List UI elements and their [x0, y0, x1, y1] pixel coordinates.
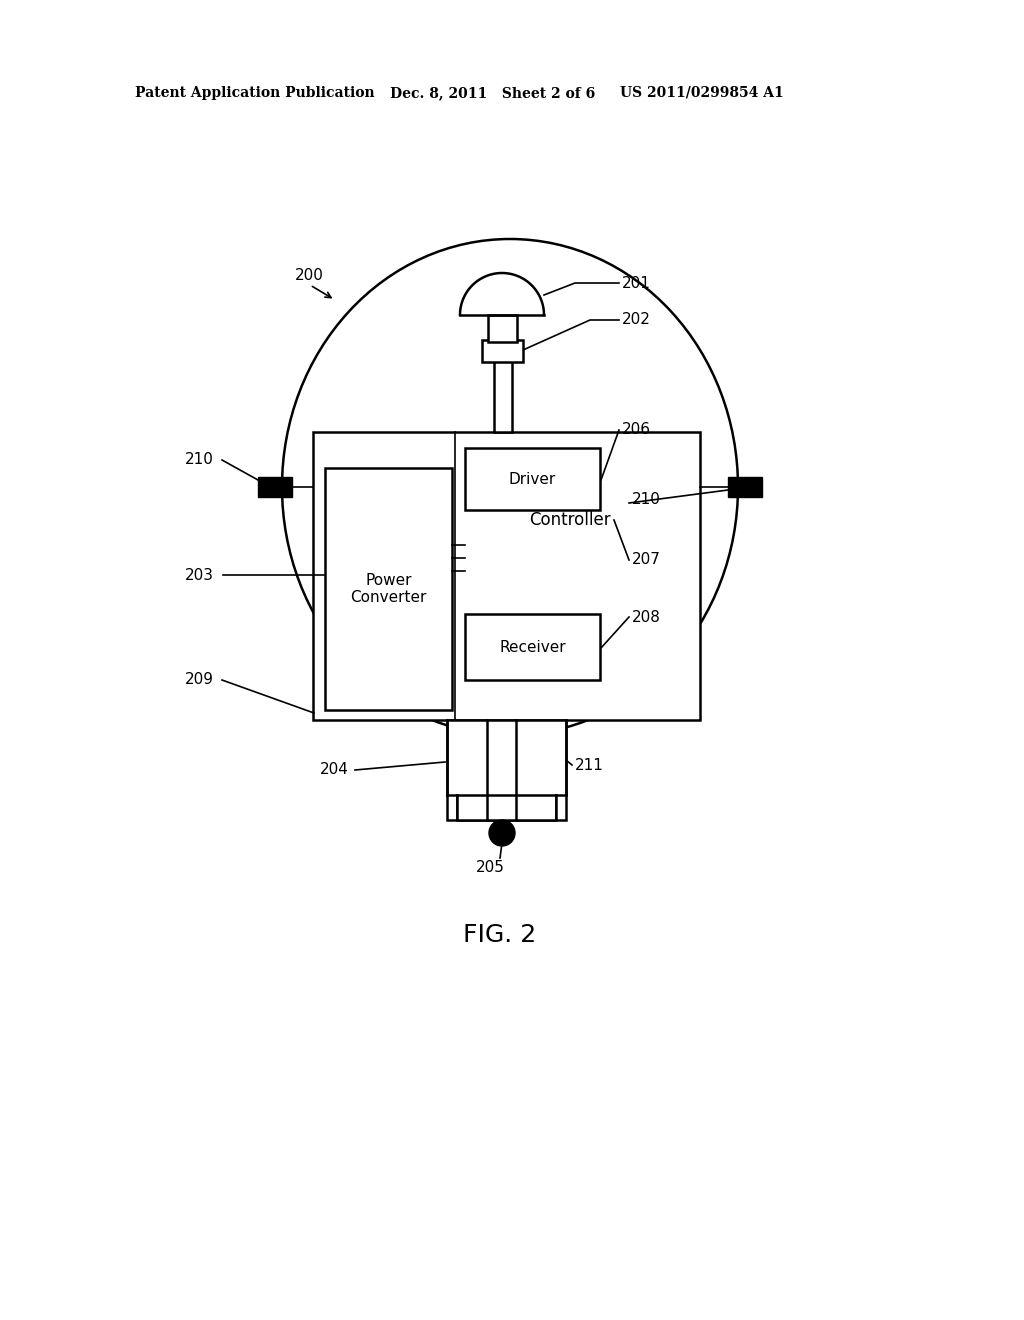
- Text: US 2011/0299854 A1: US 2011/0299854 A1: [620, 86, 783, 100]
- Text: 205: 205: [475, 861, 505, 875]
- Text: 211: 211: [575, 758, 604, 772]
- Text: Patent Application Publication: Patent Application Publication: [135, 86, 375, 100]
- Bar: [728, 477, 762, 498]
- Text: 209: 209: [185, 672, 214, 688]
- Text: 204: 204: [319, 763, 349, 777]
- Circle shape: [489, 820, 515, 846]
- Bar: [258, 477, 292, 498]
- Text: 207: 207: [632, 553, 660, 568]
- Bar: [325, 469, 452, 710]
- Text: 206: 206: [622, 422, 651, 437]
- Text: Driver: Driver: [509, 471, 556, 487]
- Text: Power
Converter: Power Converter: [350, 573, 427, 605]
- Bar: [494, 360, 512, 432]
- Bar: [488, 315, 517, 342]
- Bar: [482, 341, 523, 362]
- Text: 203: 203: [185, 568, 214, 582]
- Text: 208: 208: [632, 610, 660, 624]
- Bar: [313, 432, 700, 719]
- Text: Receiver: Receiver: [499, 639, 566, 655]
- Text: 202: 202: [622, 313, 651, 327]
- Text: 210: 210: [632, 492, 660, 507]
- Bar: [447, 719, 566, 820]
- Text: Controller: Controller: [529, 511, 610, 529]
- Text: 200: 200: [295, 268, 324, 282]
- Bar: [465, 447, 600, 510]
- Bar: [457, 795, 556, 820]
- Text: 210: 210: [185, 453, 214, 467]
- Text: FIG. 2: FIG. 2: [464, 923, 537, 946]
- Bar: [465, 614, 600, 680]
- Text: Dec. 8, 2011   Sheet 2 of 6: Dec. 8, 2011 Sheet 2 of 6: [390, 86, 595, 100]
- Text: 201: 201: [622, 276, 651, 290]
